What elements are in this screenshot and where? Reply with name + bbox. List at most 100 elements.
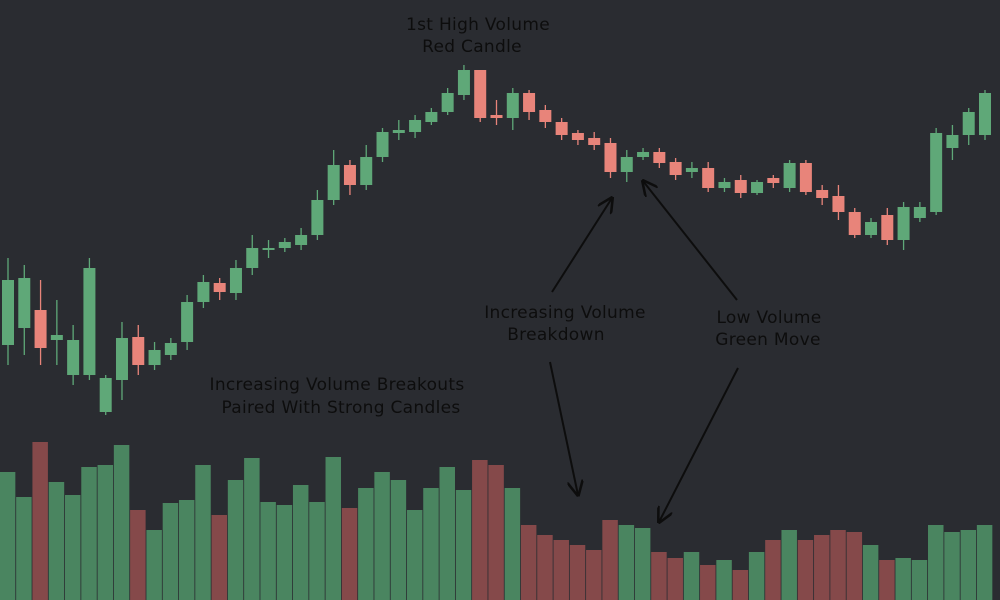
volume-bar	[748, 552, 765, 600]
volume-bar	[667, 558, 683, 600]
price-panel	[2, 65, 991, 415]
volume-bar	[472, 460, 488, 600]
volume-bar	[537, 535, 553, 600]
volume-bar	[423, 488, 439, 600]
candle-body	[490, 115, 503, 118]
volume-bar	[683, 552, 700, 600]
candle-body	[620, 157, 633, 172]
volume-bar	[374, 472, 390, 600]
candle-body	[457, 70, 470, 95]
arrow	[659, 367, 739, 522]
volume-bar	[911, 560, 928, 600]
candle-body	[18, 278, 31, 328]
volume-bar	[292, 485, 309, 600]
candle-body	[262, 248, 275, 250]
volume-bar	[976, 525, 993, 600]
arrow	[549, 361, 578, 495]
candle-body	[115, 338, 128, 380]
volume-bar	[439, 467, 455, 600]
arrow	[643, 181, 738, 301]
candle-body	[930, 133, 943, 212]
volume-bar	[814, 535, 830, 600]
volume-bar	[732, 570, 749, 600]
volume-bar	[358, 488, 374, 600]
candle-body	[588, 138, 601, 145]
volume-bar	[16, 497, 32, 600]
volume-bar	[97, 465, 114, 600]
candle-body	[718, 182, 731, 188]
annotation: 1st High Volume	[406, 15, 550, 35]
volume-bar	[634, 528, 651, 600]
candle-body	[523, 93, 536, 112]
candle-body	[474, 70, 487, 118]
annotation: Low Volume	[716, 308, 821, 328]
volume-bar	[553, 540, 569, 600]
volume-bar	[602, 520, 618, 600]
annotations: 1st High Volume Red Candle Increasing Vo…	[210, 15, 821, 522]
volume-bar	[325, 457, 342, 600]
candle-body	[653, 152, 666, 163]
volume-bar	[48, 482, 65, 600]
candle-body	[34, 310, 47, 348]
candle-body	[2, 280, 14, 345]
candle-body	[425, 112, 438, 122]
annotation: Breakdown	[507, 325, 605, 345]
volume-bar	[455, 490, 472, 600]
volume-bar	[846, 532, 863, 600]
volume-bar	[960, 530, 977, 600]
candle-body	[913, 207, 926, 218]
volume-bar	[520, 525, 537, 600]
volume-bar	[651, 552, 667, 600]
candle-body	[816, 190, 829, 198]
candle-body	[783, 163, 796, 188]
volume-bar	[260, 502, 276, 600]
candle-body	[197, 282, 210, 302]
candle-body	[278, 242, 291, 248]
candle-body	[441, 93, 454, 112]
volume-bar	[830, 530, 846, 600]
candle-body	[67, 340, 80, 375]
candle-body	[99, 378, 112, 412]
annotation: Increasing Volume Breakouts	[210, 375, 465, 395]
volume-bar	[862, 545, 879, 600]
volume-panel	[0, 442, 993, 600]
candle-body	[311, 200, 324, 235]
volume-bar	[32, 442, 48, 600]
candle-body	[848, 212, 861, 235]
candle-body	[343, 165, 356, 185]
annotation: Green Move	[715, 330, 820, 350]
candle-body	[734, 180, 747, 193]
volume-bar	[146, 530, 162, 600]
candle-body	[946, 135, 959, 148]
volume-bar	[569, 545, 586, 600]
candle-body	[604, 143, 617, 172]
candle-body	[799, 163, 812, 192]
volume-bar	[162, 503, 179, 600]
candle-body	[506, 93, 519, 118]
volume-bar	[227, 480, 244, 600]
volume-bar	[64, 495, 81, 600]
volume-bar	[113, 445, 130, 600]
volume-bar	[0, 472, 16, 600]
annotation: Paired With Strong Candles	[221, 398, 460, 418]
candle-body	[539, 110, 552, 122]
candle-body	[148, 350, 161, 365]
volume-bar	[586, 550, 602, 600]
volume-bar	[130, 510, 146, 600]
annotation: Increasing Volume	[484, 303, 646, 323]
candle-body	[376, 132, 389, 157]
volume-bar	[341, 508, 358, 600]
volume-bar	[309, 502, 325, 600]
candle-body	[83, 268, 96, 375]
candle-body	[246, 248, 259, 268]
volume-bar	[390, 480, 407, 600]
annotation: Red Candle	[422, 37, 522, 57]
arrow	[551, 198, 612, 293]
candle-body	[295, 235, 308, 245]
candle-body	[685, 168, 698, 172]
volume-bar	[195, 465, 211, 600]
volume-bar	[781, 530, 797, 600]
candle-body	[979, 93, 991, 135]
candle-body	[181, 302, 194, 342]
